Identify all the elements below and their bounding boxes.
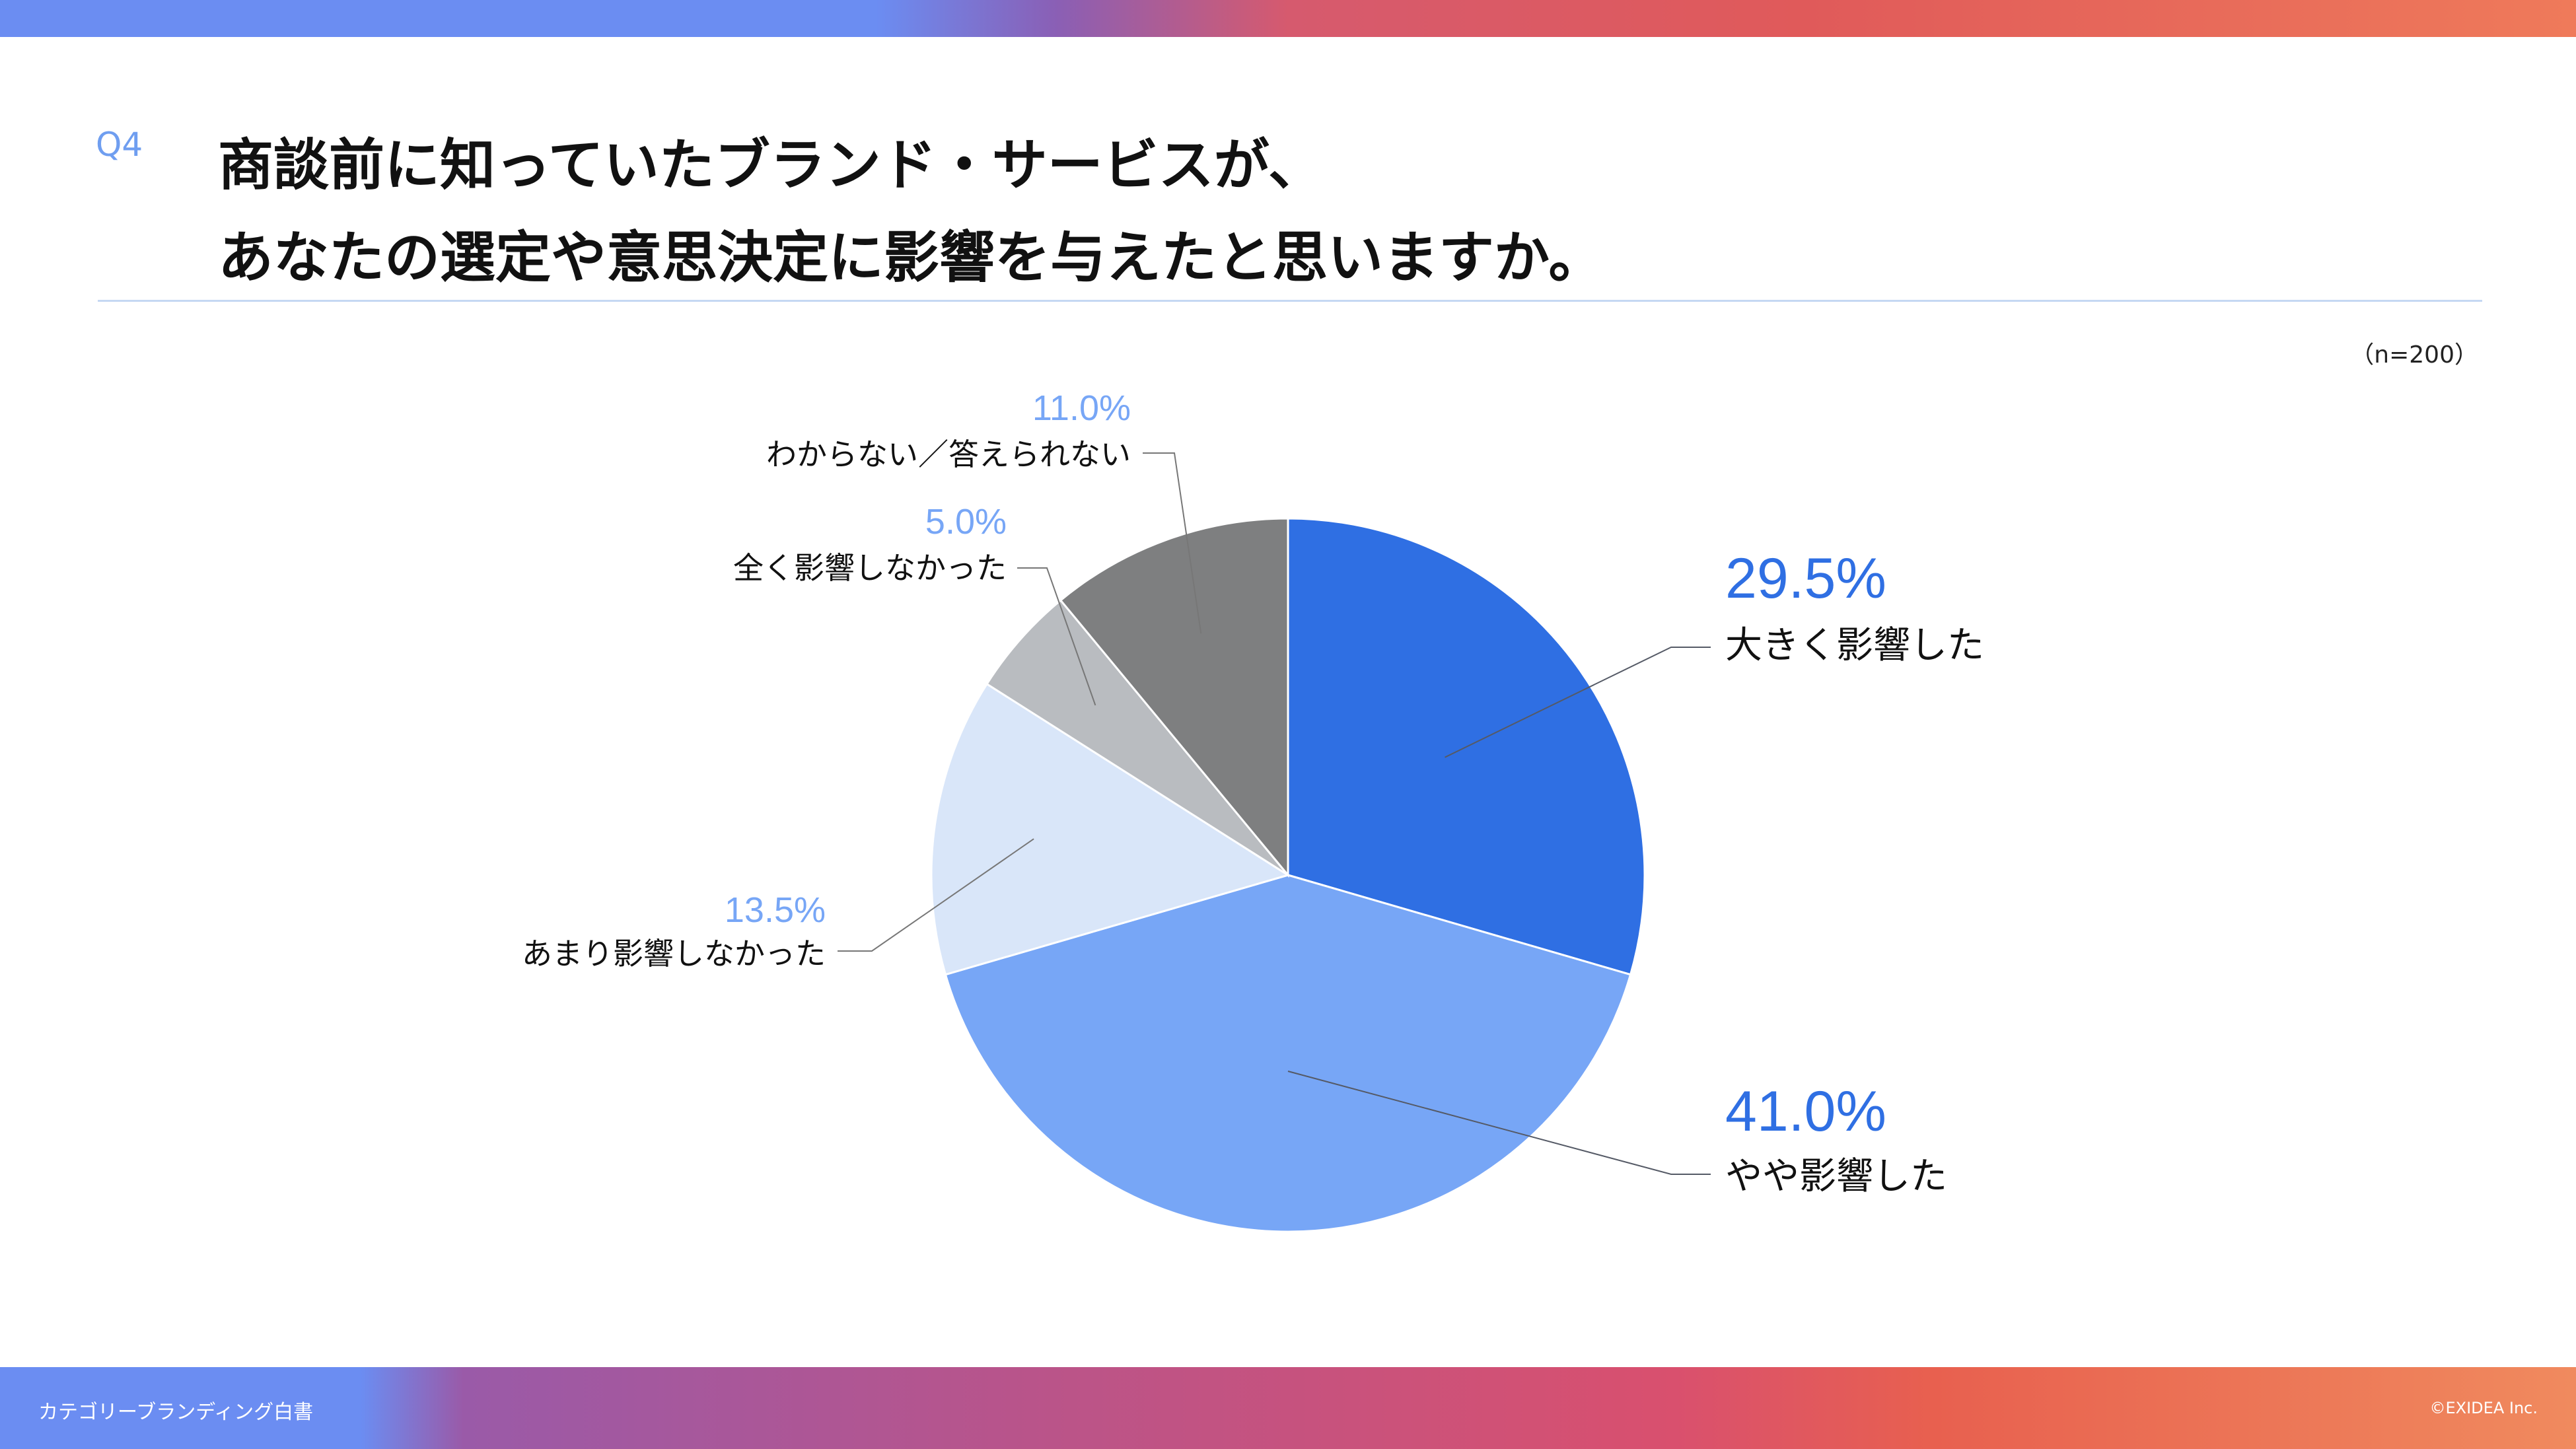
slice-value-label-2: 13.5%	[725, 890, 826, 930]
slice-category-label-3: 全く影響しなかった	[733, 550, 1007, 586]
leader-line-3	[1017, 567, 1096, 706]
question-number: Q4	[96, 125, 143, 164]
bottom-decorative-band	[0, 1367, 2576, 1449]
leader-line-0	[1445, 647, 1711, 758]
sample-size-note: （n=200）	[2350, 341, 2478, 369]
leader-line-1	[1287, 1071, 1711, 1175]
leader-line-4	[1143, 452, 1202, 634]
top-decorative-band	[0, 0, 2576, 37]
footer-copyright: ©EXIDEA Inc.	[2429, 1399, 2538, 1417]
title-line-2: あなたの選定や意思決定に影響を与えたと思いますか。	[218, 225, 1604, 290]
slice-value-label-1: 41.0%	[1725, 1080, 1886, 1143]
pie-slice-1	[944, 874, 1632, 1233]
page-title: 商談前に知っていたブランド・サービスが、 あなたの選定や意思決定に影響を与えたと…	[218, 119, 1604, 304]
slice-value-label-3: 5.0%	[925, 502, 1007, 542]
leader-line-2	[838, 838, 1034, 952]
footer-report-title: カテゴリーブランディング白書	[38, 1401, 314, 1424]
slice-category-label-1: やや影響した	[1725, 1155, 1947, 1198]
slice-value-label-0: 29.5%	[1725, 547, 1886, 610]
slice-value-label-4: 11.0%	[1032, 388, 1131, 428]
pie-slice-4	[1059, 517, 1289, 878]
slice-category-label-0: 大きく影響した	[1725, 624, 1984, 667]
pie-slice-2	[930, 682, 1291, 976]
slice-category-label-2: あまり影響しなかった	[522, 936, 826, 972]
slice-category-label-4: わからない／答えられない	[766, 437, 1131, 472]
title-line-1: 商談前に知っていたブランド・サービスが、	[218, 133, 1324, 197]
header-divider	[98, 300, 2482, 302]
